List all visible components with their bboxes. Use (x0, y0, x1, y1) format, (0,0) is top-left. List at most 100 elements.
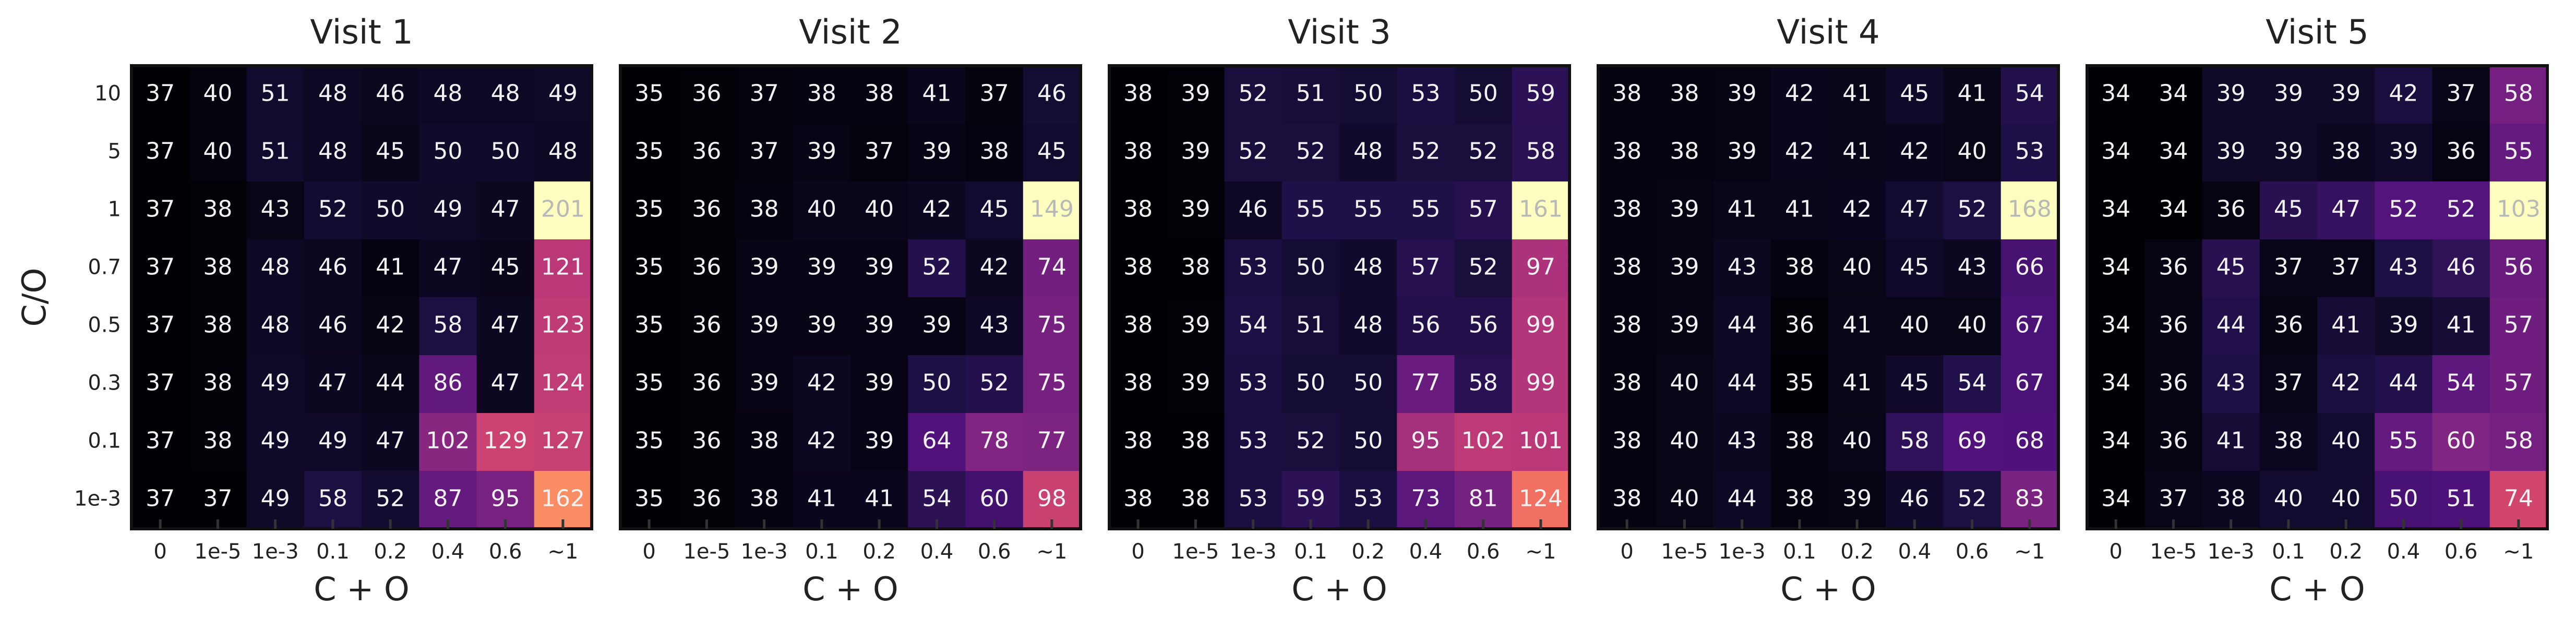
heat-cell (2087, 66, 2145, 124)
heat-cell (1281, 124, 1340, 182)
heat-cell (2259, 297, 2318, 356)
cell-label: 37 (146, 312, 175, 338)
heat-cell (908, 124, 966, 182)
heat-cell (304, 181, 362, 240)
heat-cell (678, 124, 736, 182)
cell-label: 43 (1958, 254, 1987, 281)
heat-cell (793, 124, 851, 182)
heat-cell (1109, 471, 1167, 529)
heat-cell (735, 413, 794, 471)
heat-cell (1943, 355, 2002, 414)
cell-label: 54 (922, 486, 951, 512)
heat-cell (2432, 124, 2490, 182)
cell-label: 42 (1842, 196, 1872, 223)
cell-label: 39 (750, 370, 779, 396)
x-tick-label: 0.6 (1956, 540, 1989, 564)
cell-label: 52 (980, 370, 1009, 396)
cell-label: 40 (1670, 428, 1699, 454)
heat-cell (419, 124, 477, 182)
cell-label: 41 (1842, 138, 1872, 165)
heat-cell (1598, 181, 1656, 240)
cell-label: 39 (2274, 138, 2303, 165)
heat-cell (534, 181, 592, 240)
cell-label: 46 (318, 312, 348, 338)
heat-cell (735, 66, 794, 124)
heat-cell (1224, 66, 1283, 124)
heat-cell (2432, 297, 2490, 356)
cell-label: 39 (922, 138, 951, 165)
cell-label: 124 (1519, 486, 1563, 512)
cell-label: 49 (318, 428, 348, 454)
heat-cell (1886, 355, 1944, 414)
panel-frame (619, 64, 1082, 530)
y-tick-label: 0.1 (88, 429, 121, 453)
cell-label: 39 (1842, 486, 1872, 512)
x-tick-label: 0.2 (1840, 540, 1874, 564)
cell-label: 46 (2447, 254, 2476, 281)
heat-cell (476, 471, 535, 529)
cell-label: 38 (750, 428, 779, 454)
heat-cell (908, 297, 966, 356)
cell-label: 64 (922, 428, 951, 454)
x-tick-label: 0 (2109, 540, 2122, 564)
cell-label: 40 (865, 196, 894, 223)
heat-cell (735, 297, 794, 356)
panel-title: Visit 5 (2266, 14, 2368, 52)
heat-cell (1109, 355, 1167, 414)
cell-label: 38 (2274, 428, 2303, 454)
x-axis-label: C + O (802, 570, 898, 608)
heat-cell (131, 181, 189, 240)
heat-cell (2202, 124, 2260, 182)
cell-label: 51 (261, 138, 290, 165)
cell-label: 39 (922, 312, 951, 338)
heat-cell (2202, 239, 2260, 298)
cell-label: 36 (692, 486, 721, 512)
heat-cell (1598, 297, 1656, 356)
heat-cell (1397, 471, 1455, 529)
y-tick-label: 0.7 (88, 256, 121, 280)
cell-label: 41 (1728, 196, 1757, 223)
cell-label: 38 (1612, 80, 1642, 107)
panel-frame (1597, 64, 2060, 530)
heat-cell (1224, 355, 1283, 414)
cell-label: 41 (376, 254, 405, 281)
x-tick-label: 1e-3 (1719, 540, 1766, 564)
cell-label: 38 (750, 486, 779, 512)
heat-cell (1598, 124, 1656, 182)
cell-label: 40 (203, 80, 232, 107)
x-tick-label: 0.1 (805, 540, 838, 564)
heat-cell (1109, 124, 1167, 182)
x-tick-label: 0 (1620, 540, 1633, 564)
heat-cell (419, 355, 477, 414)
cell-label: 54 (2015, 80, 2044, 107)
cell-label: 34 (2101, 486, 2130, 512)
cell-label: 58 (1469, 370, 1498, 396)
heat-cell (419, 297, 477, 356)
heat-cell (189, 66, 247, 124)
cell-label: 57 (1411, 254, 1440, 281)
cell-label: 38 (1612, 254, 1642, 281)
heat-cell (1828, 66, 1886, 124)
cell-label: 55 (1353, 196, 1383, 223)
heat-cell (2489, 413, 2548, 471)
cell-label: 38 (2216, 486, 2246, 512)
heat-cell (534, 66, 592, 124)
heat-cell (131, 471, 189, 529)
x-tick-label: 0.2 (862, 540, 896, 564)
cell-label: 38 (2331, 138, 2361, 165)
heat-cell (1828, 413, 1886, 471)
heat-cell (908, 471, 966, 529)
heat-cell (362, 66, 420, 124)
heat-cell (534, 413, 592, 471)
cell-label: 48 (261, 312, 290, 338)
cell-label: 127 (541, 428, 585, 454)
heat-cell (2489, 124, 2548, 182)
cell-label: 52 (1296, 428, 1325, 454)
cell-label: 47 (318, 370, 348, 396)
cell-label: 54 (1958, 370, 1987, 396)
heat-cell (1397, 181, 1455, 240)
cell-label: 38 (1785, 486, 1814, 512)
heat-cell (2259, 471, 2318, 529)
heat-cell (1109, 66, 1167, 124)
cell-label: 50 (1296, 254, 1325, 281)
